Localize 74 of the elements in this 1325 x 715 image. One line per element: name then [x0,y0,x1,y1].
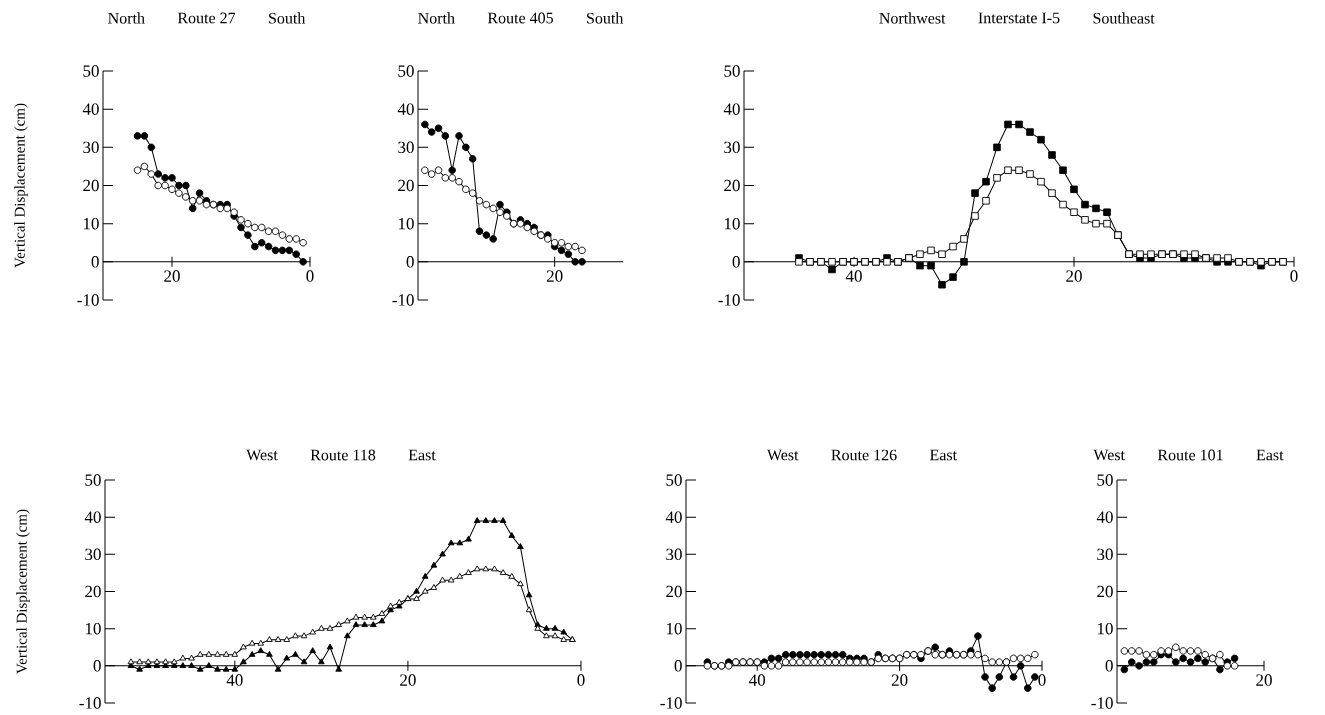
x-tick-label: 20 [1256,674,1272,686]
y-tick-label: 50 [1097,474,1113,486]
y-tick-label: 40 [82,103,99,115]
text: West [1093,449,1125,461]
y-tick-label: 40 [84,511,101,523]
x-tick-label: 0 [1038,674,1046,686]
y-tick-label: -10 [660,697,682,709]
y-tick-label: 0 [93,660,101,672]
y-tick-label: 20 [1097,585,1113,598]
chart-title: Route 126 [831,449,897,461]
y-tick-label: 10 [85,622,101,635]
x-tick-label: 0 [577,674,585,686]
y-tick-label: 10 [666,622,682,635]
y-tick-label: 50 [666,474,682,486]
y-tick-label: 0 [674,660,682,672]
y-tick-label: 10 [1097,622,1113,635]
y-tick-label: 40 [397,103,414,115]
x-tick-label: 40 [845,270,862,282]
text: North [108,12,145,24]
y-tick-label: 50 [85,474,101,486]
text: North [418,12,455,24]
chart-title: Route 118 [310,449,376,461]
y-tick-label: 30 [666,548,682,561]
x-tick-label: 20 [891,674,908,686]
y-tick-label: -10 [392,294,414,306]
x-tick-label: 20 [546,270,563,282]
chart-title: Interstate I-5 [978,12,1060,24]
text: East [1256,449,1284,461]
text: East [929,449,957,461]
y-tick-label: 30 [85,548,101,561]
chart-title: Route 27 [177,12,236,24]
x-tick-label: 40 [749,674,766,686]
y-tick-label: 30 [398,141,414,154]
x-tick-label: 0 [306,270,314,282]
y-tick-label: 10 [398,217,414,230]
y-tick-label: 0 [732,256,740,268]
y-axis-title: Vertical Displacement (cm) [14,103,28,268]
y-tick-label: 20 [83,179,99,192]
chart-title: Route 405 [487,12,553,24]
text: Northwest [879,12,946,24]
text: West [766,449,799,461]
y-tick-label: 50 [83,65,99,77]
y-tick-label: 40 [1096,511,1113,523]
text: West [246,449,278,461]
y-tick-label: 40 [723,103,740,115]
y-tick-label: 20 [666,585,682,598]
x-tick-label: 40 [226,674,243,686]
y-tick-label: 20 [398,179,414,192]
y-tick-label: 40 [665,511,682,523]
x-tick-label: 20 [164,270,180,282]
x-tick-label: 20 [1066,270,1082,282]
y-tick-label: 0 [406,256,414,268]
text: Southeast [1093,12,1155,24]
y-tick-label: -10 [77,294,99,306]
y-tick-label: 10 [83,217,99,230]
y-tick-label: -10 [718,294,740,306]
y-tick-label: 30 [1097,548,1113,561]
y-tick-label: 50 [724,65,740,77]
y-tick-label: -10 [1091,697,1113,709]
y-tick-label: 0 [91,256,99,268]
y-tick-label: -10 [79,697,101,709]
chart-title: Route 101 [1157,449,1223,461]
text: East [408,449,436,461]
text: South [587,12,624,24]
y-tick-label: 30 [83,141,99,154]
y-tick-label: 0 [1105,660,1113,672]
y-tick-label: 20 [85,585,101,598]
y-tick-label: 30 [724,141,740,154]
y-axis-title: Vertical Displacement (cm) [16,509,30,674]
y-tick-label: 10 [724,217,740,230]
text: South [269,12,306,24]
y-tick-label: 50 [398,65,414,77]
x-tick-label: 0 [1290,270,1298,282]
y-tick-label: 20 [724,179,740,192]
